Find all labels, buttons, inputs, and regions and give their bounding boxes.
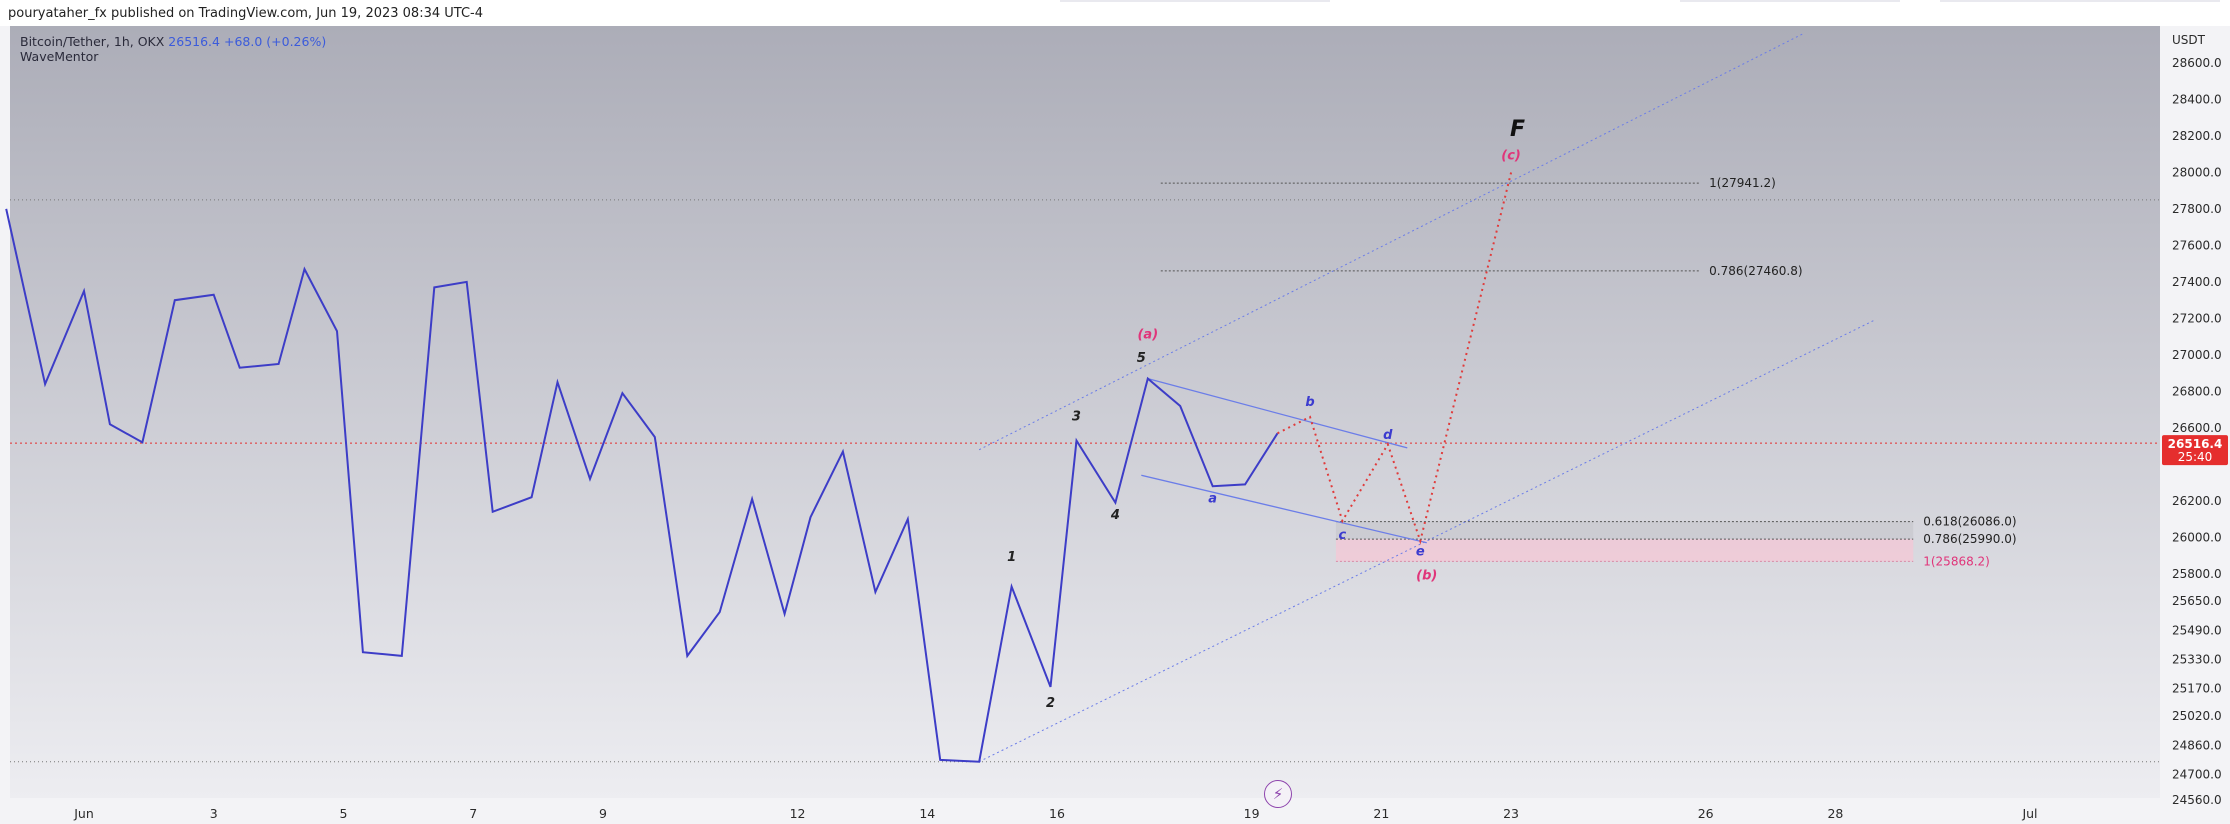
date-tick-label-9: 21 — [1373, 806, 1389, 821]
price-tick-label-12: 26200.0 — [2172, 494, 2222, 508]
channel-upper-line — [978, 33, 1804, 451]
fib-label-0: 1(27941.2) — [1709, 176, 1776, 190]
date-tick-label-10: 23 — [1503, 806, 1519, 821]
price-tick-label-3: 28000.0 — [2172, 165, 2222, 179]
price-tick-label-0: 28600.0 — [2172, 56, 2222, 70]
price-tick-label-20: 24860.0 — [2172, 738, 2222, 752]
indicator-label: WaveMentor — [20, 49, 99, 64]
wave-label-2: 3 — [1072, 410, 1081, 425]
fib-label-2: 0.618(26086.0) — [1923, 515, 2016, 529]
wave-label-8: c — [1339, 528, 1347, 543]
fib-zone-gray — [1335, 521, 1914, 540]
wave-label-7: b — [1305, 395, 1314, 410]
symbol-label: Bitcoin/Tether, 1h, OKX — [20, 34, 165, 49]
price-tick-label-2: 28200.0 — [2172, 129, 2222, 143]
date-tick-label-4: 9 — [599, 806, 607, 821]
wave-label-9: d — [1383, 428, 1393, 443]
wave-label-1: 2 — [1046, 696, 1055, 711]
time-axis-background — [0, 798, 2230, 824]
price-tick-label-14: 25800.0 — [2172, 567, 2222, 581]
wave-label-3: 4 — [1110, 508, 1120, 523]
price-tick-label-15: 25650.0 — [2172, 594, 2222, 608]
symbol-header: Bitcoin/Tether, 1h, OKX 26516.4 +68.0 (+… — [20, 34, 326, 49]
top-separator-1 — [1060, 0, 1330, 2]
price-tick-label-16: 25490.0 — [2172, 623, 2222, 637]
publish-info: pouryataher_fx published on TradingView.… — [8, 6, 483, 21]
date-tick-label-1: 3 — [210, 806, 218, 821]
price-tick-label-21: 24700.0 — [2172, 767, 2222, 781]
price-tick-label-7: 27200.0 — [2172, 311, 2222, 325]
price-tick-label-17: 25330.0 — [2172, 653, 2222, 667]
top-separator-3 — [1940, 0, 2220, 2]
price-tick-label-10: 26600.0 — [2172, 421, 2222, 435]
currency-label: USDT — [2172, 33, 2206, 47]
price-tick-label-4: 27800.0 — [2172, 202, 2222, 216]
date-tick-label-8: 19 — [1244, 806, 1260, 821]
lightning-icon[interactable]: ⚡ — [1264, 780, 1292, 808]
wave-label-12: (c) — [1501, 149, 1521, 164]
price-tick-label-19: 25020.0 — [2172, 709, 2222, 723]
price-tick-label-6: 27400.0 — [2172, 275, 2222, 289]
price-tick-label-18: 25170.0 — [2172, 682, 2222, 696]
countdown-label: 25:40 — [2178, 450, 2213, 464]
wave-label-5: (a) — [1137, 327, 1158, 342]
date-tick-label-7: 16 — [1049, 806, 1065, 821]
date-tick-label-5: 12 — [790, 806, 806, 821]
top-separator-2 — [1680, 0, 1900, 2]
fib-label-1: 0.786(27460.8) — [1709, 264, 1802, 278]
wedge-lower-line — [1141, 474, 1427, 544]
fib-label-4: 1(25868.2) — [1923, 554, 1990, 568]
date-tick-label-11: 26 — [1698, 806, 1714, 821]
chart-background — [10, 26, 2160, 798]
wave-label-6: a — [1208, 492, 1217, 507]
last-price: 26516.4 — [168, 34, 220, 49]
date-tick-label-2: 5 — [339, 806, 347, 821]
channel-lower-line — [978, 319, 1875, 763]
wave-label-0: 1 — [1007, 550, 1016, 565]
date-tick-label-13: Jul — [2021, 806, 2037, 821]
price-change: +68.0 (+0.26%) — [223, 34, 327, 49]
date-tick-label-0: Jun — [73, 806, 94, 821]
price-tick-label-5: 27600.0 — [2172, 238, 2222, 252]
date-tick-label-3: 7 — [469, 806, 477, 821]
current-price-badge — [2162, 435, 2228, 466]
price-tick-label-1: 28400.0 — [2172, 92, 2222, 106]
fib-label-3: 0.786(25990.0) — [1923, 532, 2016, 546]
price-series-line — [5, 208, 1279, 763]
publish-bar: pouryataher_fx published on TradingView.… — [0, 0, 2230, 26]
price-tick-label-8: 27000.0 — [2172, 348, 2222, 362]
date-tick-label-6: 14 — [919, 806, 935, 821]
left-edge — [0, 26, 10, 798]
price-tick-label-9: 26800.0 — [2172, 384, 2222, 398]
wave-label-13: F — [1510, 117, 1525, 142]
date-tick-label-12: 28 — [1827, 806, 1843, 821]
wedge-upper-line — [1147, 377, 1408, 449]
wave-label-11: (b) — [1416, 568, 1437, 583]
wave-label-4: 5 — [1137, 351, 1146, 366]
price-tick-label-22: 24560.0 — [2172, 793, 2222, 807]
price-axis-background — [2160, 26, 2230, 798]
projection-path — [1277, 172, 1513, 545]
current-price-label: 26516.4 — [2168, 437, 2223, 451]
price-tick-label-13: 26000.0 — [2172, 530, 2222, 544]
fib-zone-pink — [1335, 539, 1914, 562]
wave-label-10: e — [1416, 545, 1425, 560]
